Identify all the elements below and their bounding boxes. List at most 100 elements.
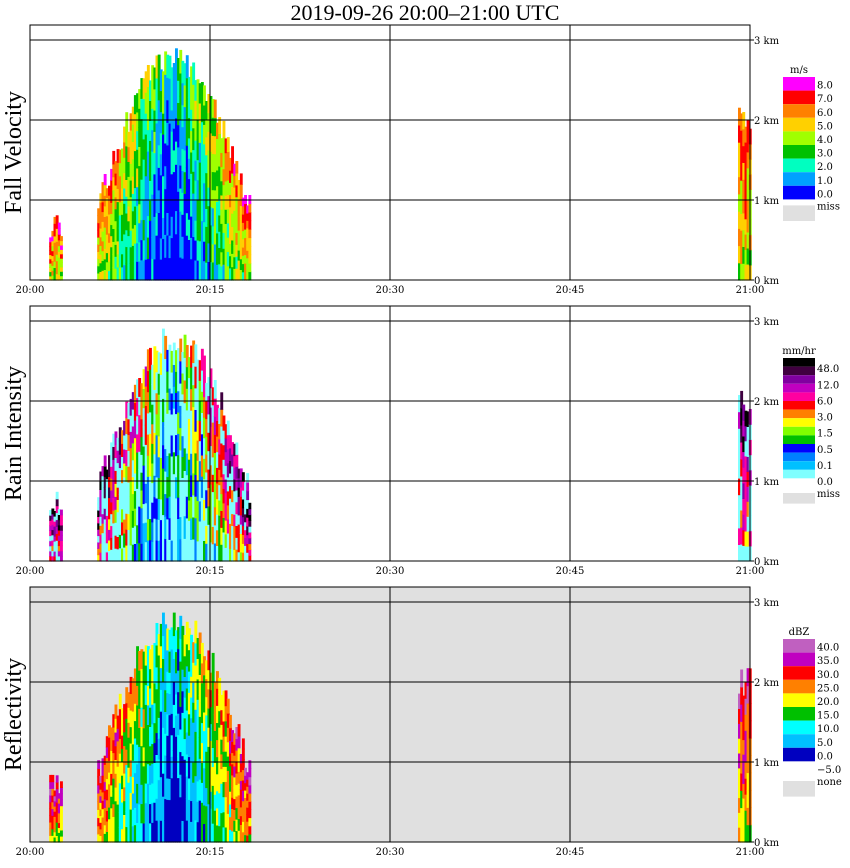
echo-cell: [103, 529, 107, 541]
echo-cell: [97, 792, 101, 802]
echo-cell: [118, 507, 122, 522]
echo-cell: [203, 417, 206, 439]
echo-cell: [166, 497, 170, 520]
echo-cell: [108, 455, 111, 467]
echo-cell: [151, 541, 155, 562]
echo-cell: [181, 712, 185, 735]
echo-cell: [170, 799, 174, 822]
echo-cell: [157, 257, 161, 281]
echo-cell: [231, 253, 234, 268]
echo-cell: [114, 828, 118, 843]
echo-cell: [241, 748, 245, 760]
echo-cell: [183, 779, 187, 802]
echo-cell: [229, 778, 232, 792]
echo-cell: [123, 704, 126, 719]
echo-cell: [133, 807, 137, 826]
echo-cell: [155, 371, 159, 394]
echo-cell: [190, 676, 193, 698]
echo-cell: [162, 375, 165, 399]
echo-cell: [123, 434, 126, 450]
echo-cell: [136, 397, 139, 417]
echo-cell: [123, 745, 126, 760]
echo-cell: [112, 714, 116, 728]
echo-cell: [218, 776, 222, 794]
echo-cell: [244, 553, 247, 562]
echo-cell: [179, 234, 183, 258]
echo-cell: [129, 415, 133, 432]
echo-cell: [213, 207, 217, 227]
echo-cell: [168, 757, 172, 779]
echo-cell: [194, 775, 198, 799]
echo-cell: [172, 658, 176, 682]
echo-cell: [138, 524, 142, 544]
colorbar-label: miss: [817, 489, 840, 500]
echo-cell: [57, 832, 61, 838]
echo-cell: [168, 212, 172, 236]
echo-cell: [166, 518, 170, 541]
colorbar-swatch: [783, 707, 815, 721]
echo-cell: [224, 766, 228, 782]
echo-cell: [138, 414, 142, 434]
echo-cell: [207, 487, 211, 507]
echo-cell: [57, 257, 61, 264]
echo-cell: [103, 487, 107, 499]
colorbar-swatch: [783, 358, 815, 367]
echo-cell: [108, 830, 111, 843]
echo-cell: [185, 665, 189, 689]
echo-cell: [138, 127, 142, 147]
echo-cell: [116, 524, 120, 537]
echo-cell: [744, 455, 748, 472]
echo-cell: [216, 467, 219, 484]
echo-cell: [179, 472, 183, 495]
echo-cell: [149, 454, 152, 477]
echo-cell: [125, 795, 129, 812]
colorbar-label: miss: [817, 201, 840, 212]
echo-cell: [183, 236, 187, 259]
echo-cell: [192, 214, 196, 238]
echo-cell: [114, 800, 118, 816]
echo-cell: [57, 509, 61, 515]
echo-cell: [239, 798, 243, 808]
echo-cell: [157, 435, 161, 458]
echo-cell: [740, 824, 744, 843]
echo-cell: [140, 543, 144, 562]
echo-cell: [175, 778, 178, 801]
echo-cell: [179, 119, 183, 143]
echo-cell: [179, 338, 183, 362]
echo-cell: [112, 254, 116, 268]
echo-cell: [108, 214, 111, 224]
echo-cell: [60, 530, 63, 536]
x-tick-label: 21:00: [736, 847, 765, 858]
y-axis-label: Reflectivity: [1, 658, 27, 771]
echo-cell: [746, 199, 750, 217]
echo-cell: [140, 784, 144, 805]
echo-cell: [131, 210, 135, 229]
echo-cell: [181, 755, 185, 778]
echo-cell: [105, 757, 109, 769]
echo-cell: [125, 687, 129, 704]
echo-cell: [164, 646, 168, 669]
echo-cell: [110, 466, 114, 479]
echo-cell: [246, 242, 250, 251]
echo-cell: [738, 708, 741, 724]
echo-cell: [246, 786, 250, 794]
echo-cell: [164, 689, 168, 712]
echo-cell: [220, 152, 224, 168]
echo-cell: [226, 518, 230, 534]
echo-cell: [170, 131, 174, 153]
echo-cell: [742, 798, 746, 814]
echo-cell: [213, 826, 217, 843]
echo-cell: [200, 161, 204, 182]
echo-cell: [157, 540, 161, 562]
echo-cell: [198, 758, 202, 780]
echo-cell: [738, 797, 741, 813]
echo-cell: [103, 455, 107, 467]
echo-cell: [200, 822, 204, 843]
echo-cell: [224, 237, 228, 253]
echo-cell: [60, 550, 63, 557]
echo-cell: [241, 507, 245, 518]
echo-cell: [177, 670, 180, 693]
echo-cell: [146, 434, 150, 456]
echo-cell: [127, 220, 131, 237]
echo-cell: [203, 221, 206, 242]
